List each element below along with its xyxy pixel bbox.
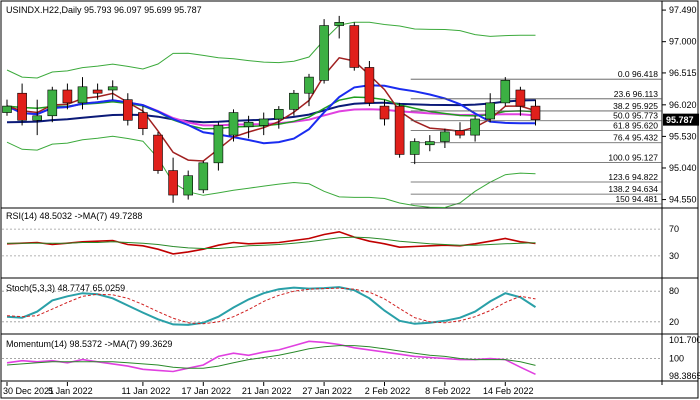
price-tick-label: 96.020: [669, 100, 697, 110]
date-tick-label: 14 Feb 2022: [483, 386, 534, 396]
bollinger-upper-line: [6, 21, 536, 79]
price-panel: 97.490 97.000 96.515 96.020 95.530 95.040 94.5…: [1, 1, 699, 385]
candle-body: [515, 89, 526, 107]
candle-body: [334, 22, 345, 26]
price-tick-label: 94.550: [669, 195, 697, 205]
candle-body: [379, 105, 390, 120]
stoch-axis-label: 20: [669, 317, 679, 327]
date-tick-label: 21 Jan 2022: [242, 386, 292, 396]
candle-body: [77, 86, 88, 104]
fib-level-label: 123.6 94.822: [608, 172, 658, 182]
candle-body: [138, 112, 148, 129]
fib-level-label: 38.2 95.925: [613, 101, 658, 111]
stoch-panel: 80 20 Stoch(5,3,3) 48.7747 65.0259: [1, 283, 698, 335]
date-tick-label: 30 Dec 2021: [3, 386, 54, 396]
candle-body: [409, 141, 420, 155]
candle-body: [62, 89, 73, 104]
candle-body: [198, 162, 209, 191]
date-tick-label: 11 Jan 2022: [121, 386, 170, 396]
momentum-axis-label: 101.7007: [669, 335, 700, 345]
date-tick-label: 27 Jan 2022: [302, 386, 352, 396]
candle-body: [123, 99, 133, 121]
indicator-panels: 70 30 RSI(14) 48.5032 ->MA(7) 49.7288 80 20 S…: [1, 211, 700, 382]
candle-body: [258, 118, 269, 126]
bollinger-lower-line: [6, 135, 536, 209]
date-tick-label: 5 Jan 2022: [48, 386, 93, 396]
price-tick-label: 95.040: [669, 163, 697, 173]
candle-body: [530, 105, 541, 120]
stoch-series-line: [6, 287, 536, 325]
rsi-label: RSI(14) 48.5032 ->MA(7) 49.7288: [6, 211, 142, 221]
candle-body: [32, 115, 43, 121]
momentum-axis-label: 100: [669, 354, 684, 364]
ma-navy-line: [6, 99, 536, 124]
candle-body: [92, 89, 103, 94]
fib-level-label: 76.4 95.432: [613, 133, 658, 143]
candle-body: [394, 105, 405, 155]
stoch-axis-label: 80: [669, 286, 679, 296]
ma-blue-line: [6, 84, 536, 145]
candle-body: [17, 92, 27, 121]
date-tick-label: 17 Jan 2022: [182, 386, 232, 396]
price-tick-label: 95.530: [669, 131, 697, 141]
price-tick-label: 97.000: [669, 37, 697, 47]
candle-body: [47, 89, 58, 117]
candle-body: [2, 105, 12, 113]
rsi-panel: 70 30 RSI(14) 48.5032 ->MA(7) 49.7288: [1, 211, 698, 279]
candle-body: [424, 141, 435, 146]
candle-body: [500, 80, 511, 104]
candle-body: [289, 92, 299, 110]
last-price-label: 95.787: [666, 115, 694, 125]
candle-body: [470, 118, 480, 136]
fib-level-label: 150 94.481: [615, 194, 658, 204]
momentum-axis-label: 98.3865: [669, 371, 700, 381]
last-price-box: [663, 113, 699, 126]
candle-body: [153, 134, 163, 171]
momentum-label: Momentum(14) 98.5372 ->MA(7) 99.3629: [6, 339, 172, 349]
candle-body: [243, 121, 254, 128]
candle-body: [485, 102, 496, 120]
candle-body: [440, 131, 450, 142]
momentum-series-line: [6, 345, 536, 369]
candle-body: [319, 25, 329, 81]
fib-level-label: 50.0 95.773: [613, 111, 658, 121]
fib-level-label: 61.8 95.620: [613, 121, 658, 131]
fib-level-label: 23.6 96.113: [614, 89, 659, 99]
ma-brown-line: [6, 56, 536, 162]
candle-body: [349, 25, 360, 68]
candle-body: [228, 112, 239, 136]
candle-body: [273, 109, 284, 120]
fib-level-label: 0.0 96.418: [618, 69, 658, 79]
stoch-label: Stoch(5,3,3) 48.7747 65.0259: [6, 283, 125, 293]
candle-body: [364, 67, 375, 104]
candle-body: [213, 125, 224, 164]
rsi-axis-label: 70: [669, 224, 679, 234]
fib-level-label: 100.0 95.127: [608, 152, 658, 162]
price-tick-label: 96.515: [669, 68, 697, 78]
symbol-header: USINDX.H22,Daily 95.793 96.097 95.699 95…: [6, 5, 202, 15]
momentum-panel: 101.7007 100 98.3865 Momentum(14) 98.5372 -…: [1, 335, 700, 382]
candle-body: [455, 130, 465, 136]
date-tick-label: 2 Feb 2022: [365, 386, 411, 396]
candle-body: [168, 170, 178, 196]
price-tick-label: 97.490: [669, 5, 697, 15]
rsi-series-line: [6, 230, 536, 255]
candle-body: [183, 175, 193, 196]
fib-level-label: 138.2 94.634: [608, 184, 658, 194]
rsi-series-line: [7, 236, 536, 249]
candle-body: [107, 86, 118, 91]
candle-body: [304, 76, 314, 94]
date-tick-label: 8 Feb 2022: [425, 386, 471, 396]
stoch-series-line: [6, 286, 537, 326]
rsi-axis-label: 30: [669, 251, 679, 261]
